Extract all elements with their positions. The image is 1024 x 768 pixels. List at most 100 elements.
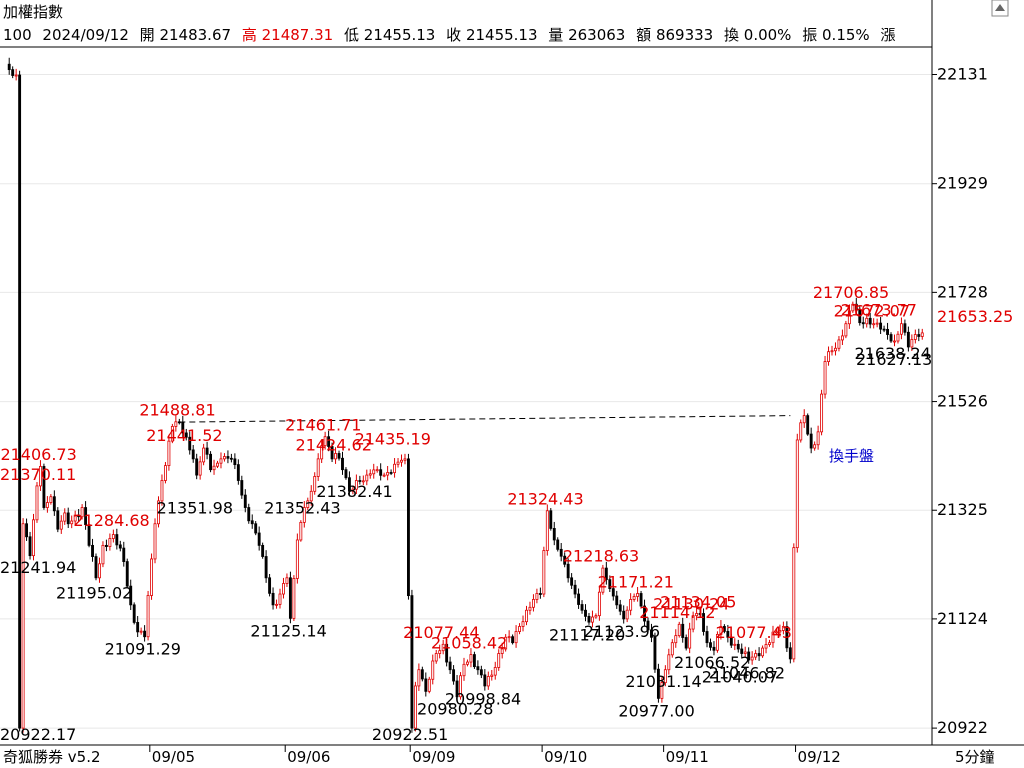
candle-body xyxy=(497,653,501,668)
candle-body xyxy=(49,496,53,503)
candle-body xyxy=(452,669,456,682)
candle-body xyxy=(726,630,730,638)
candle-body xyxy=(851,303,855,312)
low-price-label: 21627.13 xyxy=(856,350,932,369)
candle-body xyxy=(400,459,403,463)
candle-body xyxy=(209,453,213,471)
candle-body xyxy=(7,63,11,71)
candle-body xyxy=(278,593,282,605)
candle-body xyxy=(42,466,46,508)
candle-body xyxy=(77,514,81,518)
scroll-up-button[interactable] xyxy=(991,0,1009,17)
low-price-label: 21117.20 xyxy=(549,626,625,645)
candle-body xyxy=(781,626,785,631)
candle-body xyxy=(261,544,265,557)
candle-body xyxy=(275,603,278,606)
candle-body xyxy=(323,436,327,447)
low-price-label: 21046.82 xyxy=(709,664,785,683)
candle-body xyxy=(525,609,528,623)
candle-body xyxy=(597,591,601,617)
high-price-label: 21424.62 xyxy=(296,435,372,454)
candle-body xyxy=(545,510,549,551)
candle-body xyxy=(500,648,504,654)
candle-body xyxy=(788,647,792,660)
candle-body xyxy=(229,457,233,460)
candle-body xyxy=(139,630,143,633)
high-price-label: 21077.43 xyxy=(716,623,792,642)
candle-body xyxy=(316,458,320,477)
quote-close-label: 收 xyxy=(446,26,461,44)
candle-body xyxy=(504,636,508,650)
candle-body xyxy=(264,556,268,579)
candle-body xyxy=(792,547,796,660)
candle-body xyxy=(330,446,334,460)
high-price-label: 21441.52 xyxy=(146,426,222,445)
candle-body xyxy=(132,604,136,623)
candle-body xyxy=(195,458,199,476)
candle-body xyxy=(420,669,424,680)
candle-body xyxy=(670,642,674,656)
quote-amount-label: 額 xyxy=(636,26,651,44)
candle-body xyxy=(21,523,25,729)
candle-body xyxy=(875,322,879,325)
candle-body xyxy=(913,334,917,340)
candle-body xyxy=(580,604,584,611)
high-price-label: 21114.12 xyxy=(639,603,715,622)
candle-body xyxy=(146,595,150,638)
candle-body xyxy=(243,494,247,508)
low-price-label: 20977.00 xyxy=(618,701,694,720)
low-price-label: 21382.41 xyxy=(316,482,392,501)
candle-body xyxy=(125,561,129,587)
candle-body xyxy=(188,436,192,451)
candle-body xyxy=(476,666,480,671)
candle-body xyxy=(577,593,581,605)
candle-body xyxy=(604,567,608,581)
x-tick-label: 09/06 xyxy=(287,748,330,766)
candle-body xyxy=(865,317,869,325)
low-price-label: 20980.28 xyxy=(417,700,493,719)
grid-lines xyxy=(0,73,932,729)
candle-body xyxy=(771,631,775,644)
candle-body xyxy=(889,334,893,342)
candle-body xyxy=(469,654,473,663)
quote-volume-label: 量 xyxy=(548,26,563,44)
low-price-label: 21066.52 xyxy=(674,653,750,672)
candle-body xyxy=(639,593,643,607)
candle-body xyxy=(98,563,101,579)
candle-body xyxy=(18,74,22,729)
candle-body xyxy=(438,650,442,654)
interval-label[interactable]: 5分鐘 xyxy=(955,748,995,766)
y-tick-label: 21929 xyxy=(937,174,988,193)
candle-body xyxy=(719,626,723,635)
high-price-label: 21171.21 xyxy=(598,572,674,591)
candle-body xyxy=(407,458,410,597)
candle-body xyxy=(691,615,695,630)
quote-change-label: 漲 xyxy=(880,26,895,44)
software-label: 奇狐勝券 v5.2 xyxy=(3,748,101,766)
candle-body xyxy=(389,472,393,474)
candle-body xyxy=(240,480,244,496)
candle-body xyxy=(917,334,921,337)
candle-body xyxy=(715,634,719,651)
candle-body xyxy=(66,512,70,525)
x-tick-label: 09/10 xyxy=(544,748,587,766)
candle-body xyxy=(462,663,466,677)
low-price-label: 21195.02 xyxy=(56,584,132,603)
high-price-label: 21284.68 xyxy=(73,511,149,530)
candle-body xyxy=(226,456,230,459)
candle-body xyxy=(198,461,202,476)
candle-body xyxy=(417,669,421,687)
candle-body xyxy=(285,577,289,584)
candle-body xyxy=(445,643,449,663)
y-tick-label: 20922 xyxy=(937,718,988,737)
candle-body xyxy=(615,595,619,606)
candle-body xyxy=(556,539,560,550)
candle-body xyxy=(344,469,348,479)
window-title: 加權指數 xyxy=(3,3,63,21)
candle-body xyxy=(39,466,42,487)
candle-body xyxy=(757,653,761,657)
low-price-label: 21125.14 xyxy=(250,621,326,640)
candle-body xyxy=(177,421,181,424)
